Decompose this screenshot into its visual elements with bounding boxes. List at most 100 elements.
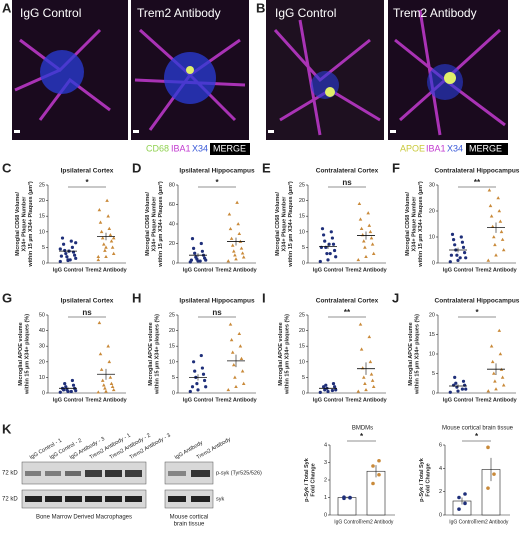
- y-tick-label: 0: [432, 260, 435, 266]
- point: [233, 375, 237, 379]
- point: [106, 344, 110, 348]
- image-label: IgG Control: [20, 6, 81, 20]
- point: [490, 359, 495, 364]
- x-tick-label: IgG Control: [449, 519, 475, 525]
- point: [333, 248, 337, 253]
- point: [100, 236, 105, 240]
- point: [457, 495, 461, 500]
- blot-caption: Mouse cortical: [170, 515, 209, 521]
- point: [58, 390, 62, 394]
- point: [237, 331, 242, 336]
- y-axis-label: Fold Change: [311, 463, 317, 496]
- point: [96, 254, 101, 259]
- signal: [186, 66, 194, 74]
- point: [110, 384, 115, 389]
- blot-strip: [164, 489, 214, 509]
- band-label: syk: [216, 496, 225, 502]
- channel: MERGE: [213, 143, 246, 153]
- point: [60, 236, 65, 240]
- y-tick-label: 15: [429, 332, 435, 338]
- point: [201, 372, 206, 376]
- point: [226, 387, 231, 392]
- y-tick-label: 10: [39, 375, 45, 381]
- point: [456, 389, 460, 393]
- y-tick-label: 10: [299, 229, 305, 235]
- point: [377, 472, 381, 477]
- y-tick-label: 20: [299, 198, 305, 204]
- y-tick-label: 10: [169, 359, 175, 365]
- y-tick-label: 15: [39, 214, 45, 220]
- point: [498, 352, 503, 356]
- point: [330, 236, 334, 240]
- significance: *: [85, 178, 89, 187]
- y-tick-label: 40: [169, 221, 175, 227]
- blot-caption: Bone Marrow Derived Macrophages: [36, 515, 132, 521]
- point: [488, 203, 493, 208]
- point: [190, 237, 195, 241]
- point: [463, 492, 467, 496]
- x-tick-label: Trem2 Antibody: [345, 267, 387, 273]
- y-axis-label: Microglial APOE volume: [18, 322, 24, 385]
- point: [500, 237, 505, 241]
- point: [63, 248, 67, 253]
- point: [368, 359, 373, 364]
- point: [366, 211, 370, 215]
- significance: **: [474, 178, 481, 187]
- point: [371, 464, 375, 468]
- point: [99, 229, 104, 234]
- band-label: p-syk (Tyr525/526): [216, 470, 262, 476]
- y-axis-label: Microglial CD68 Volume/: [15, 192, 21, 256]
- point: [501, 383, 506, 387]
- y-tick-label: 20: [39, 198, 45, 204]
- scale-bar: [390, 130, 396, 133]
- point: [199, 241, 203, 246]
- point: [200, 366, 204, 370]
- point: [486, 486, 490, 490]
- plaque: [427, 64, 463, 100]
- y-tick-label: 4: [324, 442, 327, 448]
- y-tick-label: 0: [42, 390, 45, 396]
- point: [108, 375, 113, 379]
- point: [228, 226, 233, 231]
- point: [104, 245, 108, 249]
- y-axis-label: Microglial CD68 Volume/: [145, 192, 151, 256]
- point: [97, 320, 102, 325]
- point: [106, 214, 110, 218]
- point: [497, 328, 502, 332]
- point: [198, 259, 202, 263]
- point: [192, 360, 196, 364]
- point: [499, 229, 504, 234]
- point: [102, 383, 106, 387]
- point: [448, 260, 452, 264]
- point: [110, 245, 115, 249]
- point: [448, 390, 452, 394]
- x-tick-label: IgG Control: [313, 397, 344, 403]
- panel-label: A: [2, 0, 12, 15]
- blot-strip: [164, 461, 214, 485]
- scale-bar: [133, 130, 139, 133]
- y-tick-label: 0: [302, 260, 305, 266]
- panel-label: D: [132, 160, 141, 175]
- plaque: [40, 50, 84, 94]
- y-axis-label: Microglial APOE volume: [278, 322, 284, 385]
- lane-label: Trem2 Antibody: [196, 437, 232, 461]
- point: [237, 231, 242, 236]
- point: [204, 385, 208, 389]
- x-tick-label: IgG Control: [53, 397, 84, 403]
- y-axis-label: within 15 µm X34+ Plaques (µm³): [157, 181, 164, 268]
- point: [486, 445, 490, 450]
- y-tick-label: 0: [439, 512, 442, 518]
- point: [348, 496, 352, 500]
- y-tick-label: 2: [439, 489, 442, 495]
- y-tick-label: 4: [439, 466, 442, 472]
- significance: ns: [82, 308, 92, 317]
- channel-box: [210, 143, 250, 155]
- panel-label: G: [2, 290, 12, 305]
- point: [195, 382, 199, 386]
- y-axis-label: Fold Change: [426, 463, 432, 496]
- point: [333, 385, 337, 389]
- point: [359, 226, 364, 230]
- point: [203, 378, 207, 383]
- point: [334, 388, 338, 392]
- plaque: [164, 52, 216, 104]
